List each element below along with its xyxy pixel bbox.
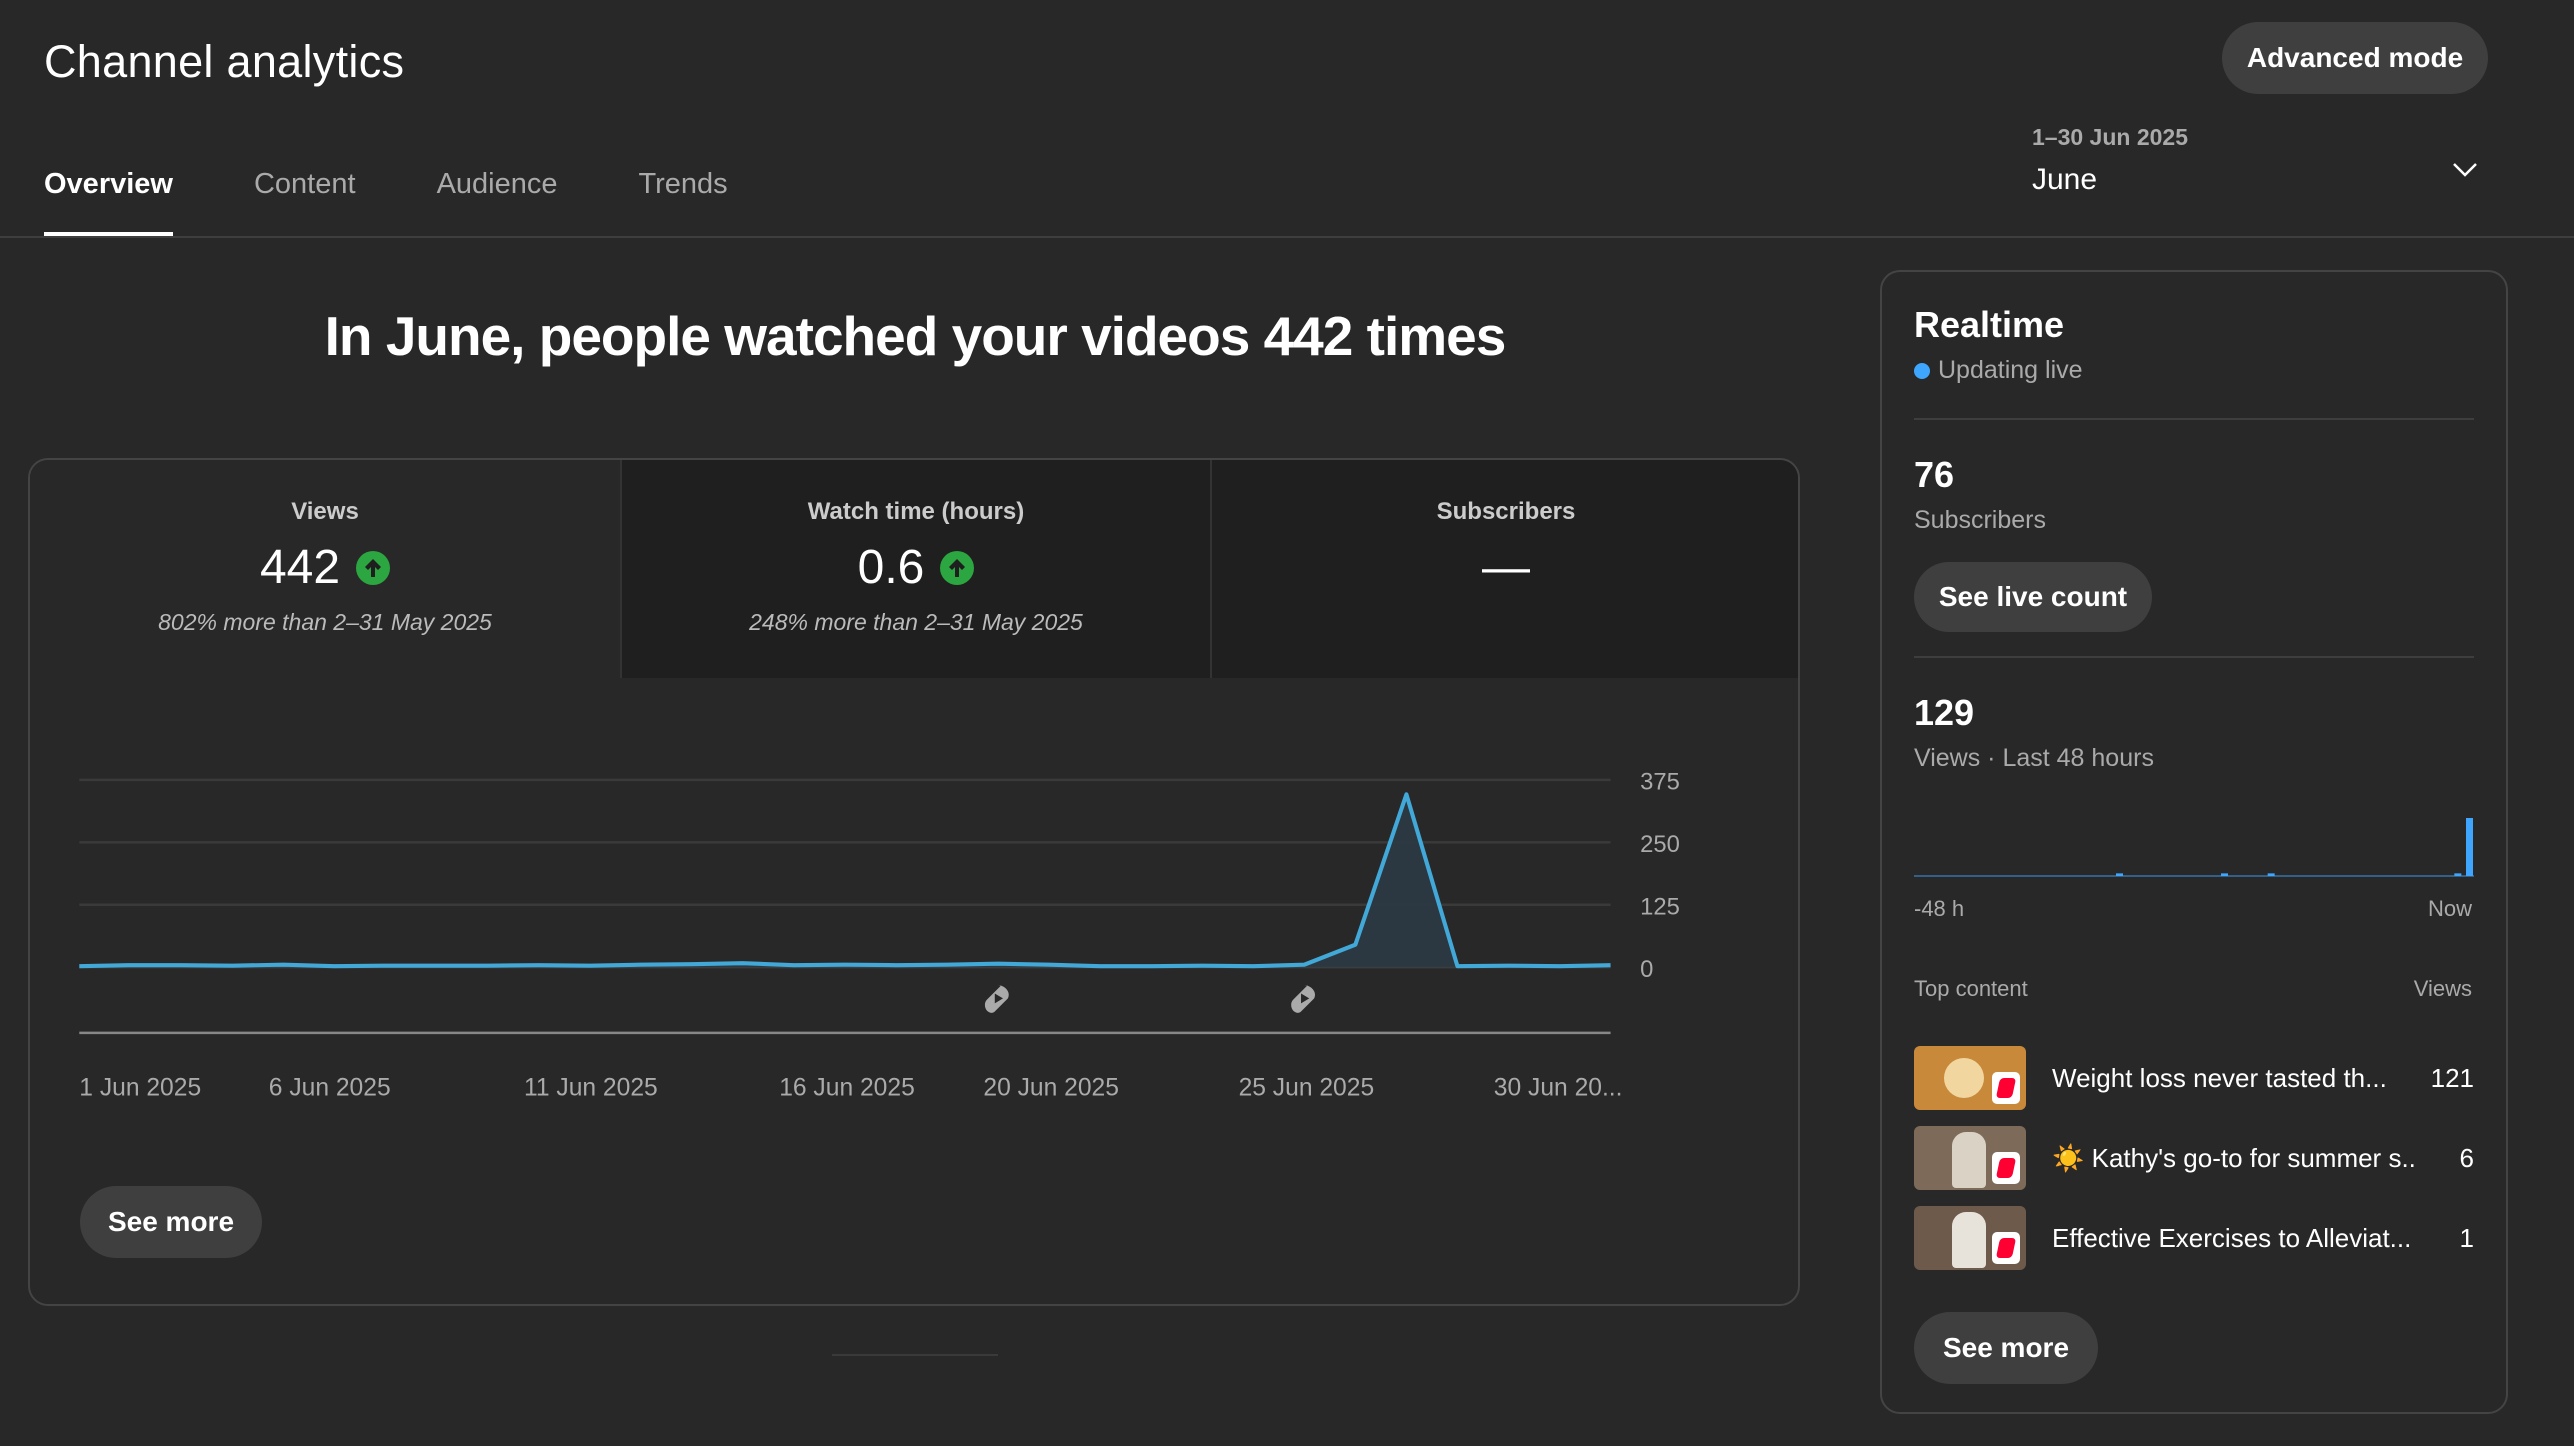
axis-start-label: -48 h <box>1914 896 1965 921</box>
metric-tabs: Views 442 802% more than 2–31 May 2025 W… <box>30 460 1798 678</box>
realtime-bar <box>2267 873 2275 876</box>
subscriber-count: 76 <box>1914 454 1955 495</box>
x-tick-label: 30 Jun 20... <box>1494 1074 1623 1101</box>
y-tick-label: 250 <box>1640 831 1680 858</box>
views-header: Views <box>2413 976 2472 1001</box>
video-title: ☀️ Kathy's go-to for summer s... <box>2052 1142 2414 1173</box>
subscriber-label: Subscribers <box>1914 506 2046 534</box>
realtime-status: Updating live <box>1914 356 2083 385</box>
trend-up-icon <box>940 550 975 585</box>
realtime-see-more-button[interactable]: See more <box>1914 1312 2098 1384</box>
live-dot-icon <box>1914 362 1930 379</box>
metric-watch-time[interactable]: Watch time (hours) 0.6 248% more than 2–… <box>620 460 1210 678</box>
realtime-bar <box>2116 873 2123 876</box>
axis-end-label: Now <box>2427 896 2472 921</box>
y-tick-label: 375 <box>1640 769 1680 796</box>
realtime-title: Realtime <box>1914 304 2065 345</box>
advanced-mode-button[interactable]: Advanced mode <box>2222 22 2488 94</box>
metric-subscribers[interactable]: Subscribers — <box>1210 460 1798 678</box>
top-content-row[interactable]: Effective Exercises to Alleviat... 1 <box>1914 1206 2474 1270</box>
video-title: Effective Exercises to Alleviat... <box>2052 1222 2412 1253</box>
metric-label: Views <box>291 498 359 525</box>
realtime-status-text: Updating live <box>1938 356 2083 384</box>
realtime-card: Realtime Updating live 76 Subscribers Se… <box>1880 270 2508 1414</box>
chevron-down-icon[interactable] <box>2450 154 2480 184</box>
date-range-picker[interactable]: 1–30 Jun 2025 June <box>2032 124 2480 204</box>
trend-up-icon <box>356 550 391 585</box>
tab-bar: Overview Content Audience Trends <box>44 168 809 236</box>
tab-content[interactable]: Content <box>253 168 356 200</box>
line-series <box>79 792 1611 969</box>
video-views: 1 <box>2459 1222 2474 1253</box>
y-tick-label: 125 <box>1640 894 1680 921</box>
x-tick-label: 6 Jun 2025 <box>269 1074 391 1101</box>
realtime-bar <box>2454 873 2462 876</box>
tab-audience[interactable]: Audience <box>436 168 558 200</box>
video-views: 6 <box>2459 1142 2474 1173</box>
metric-delta: 248% more than 2–31 May 2025 <box>749 609 1083 635</box>
video-views: 121 <box>2430 1062 2474 1093</box>
page-title: Channel analytics <box>44 36 405 87</box>
date-range-text: 1–30 Jun 2025 <box>2032 124 2189 150</box>
top-content-row[interactable]: ☀️ Kathy's go-to for summer s... 6 <box>1914 1126 2474 1190</box>
x-tick-label: 25 Jun 2025 <box>1239 1074 1375 1101</box>
shorts-icon <box>1992 1232 2020 1264</box>
overview-headline: In June, people watched your videos 442 … <box>324 305 1507 367</box>
realtime-views-count: 129 <box>1914 692 1975 733</box>
realtime-bar <box>2466 818 2473 876</box>
x-tick-label: 20 Jun 2025 <box>983 1074 1119 1101</box>
video-title: Weight loss never tasted th... <box>2052 1062 2387 1093</box>
video-thumbnail <box>1914 1046 2026 1110</box>
realtime-bar-chart <box>1914 818 2474 877</box>
shorts-icon <box>1992 1152 2020 1184</box>
see-live-count-button[interactable]: See live count <box>1914 562 2152 632</box>
divider <box>1914 418 2474 420</box>
thumbnail-image <box>1944 1058 1984 1098</box>
metric-value-row: 442 <box>30 540 620 595</box>
video-thumbnail <box>1914 1126 2026 1190</box>
metric-value: — <box>1482 541 1530 594</box>
top-content-row[interactable]: Weight loss never tasted th... 121 <box>1914 1046 2474 1110</box>
shorts-marker-icon <box>984 985 1009 1013</box>
metric-value: 442 <box>259 541 341 594</box>
chart-plot-area: 375 250 125 0 1 Jun 2025 6 Jun 2025 11 Jun 202… <box>79 769 1680 1101</box>
views-line-chart: 375 250 125 0 1 Jun 2025 6 Jun 2025 11 Jun 202… <box>79 769 1680 1101</box>
overview-card: Views 442 802% more than 2–31 May 2025 W… <box>28 458 1800 1306</box>
thumbnail-image <box>1952 1212 1986 1268</box>
metric-label: Subscribers <box>1436 498 1576 525</box>
realtime-views-label: Views · Last 48 hours <box>1914 744 2154 772</box>
x-tick-label: 11 Jun 2025 <box>524 1074 658 1101</box>
tab-trends[interactable]: Trends <box>638 168 728 200</box>
realtime-bar <box>2221 873 2228 876</box>
line-area <box>79 794 1611 968</box>
header-divider <box>0 236 2574 238</box>
shorts-marker-icon <box>1291 985 1316 1013</box>
metric-value: 0.6 <box>857 541 925 594</box>
divider <box>1914 656 2474 658</box>
metric-views[interactable]: Views 442 802% more than 2–31 May 2025 <box>30 460 620 678</box>
tab-overview[interactable]: Overview <box>44 168 173 236</box>
y-tick-label: 0 <box>1640 956 1653 983</box>
video-thumbnail <box>1914 1206 2026 1270</box>
metric-delta: 802% more than 2–31 May 2025 <box>158 609 492 635</box>
metric-value-row: 0.6 <box>622 540 1210 595</box>
top-content-header: Top content <box>1914 976 2028 1001</box>
date-period-label: June <box>2032 163 2098 196</box>
thumbnail-image <box>1952 1132 1986 1188</box>
shorts-icon <box>1992 1072 2020 1104</box>
x-tick-label: 16 Jun 2025 <box>779 1074 915 1101</box>
see-more-button[interactable]: See more <box>80 1186 262 1258</box>
metric-label: Watch time (hours) <box>807 498 1025 525</box>
scroll-indicator <box>832 1354 998 1356</box>
x-tick-label: 1 Jun 2025 <box>79 1074 201 1101</box>
